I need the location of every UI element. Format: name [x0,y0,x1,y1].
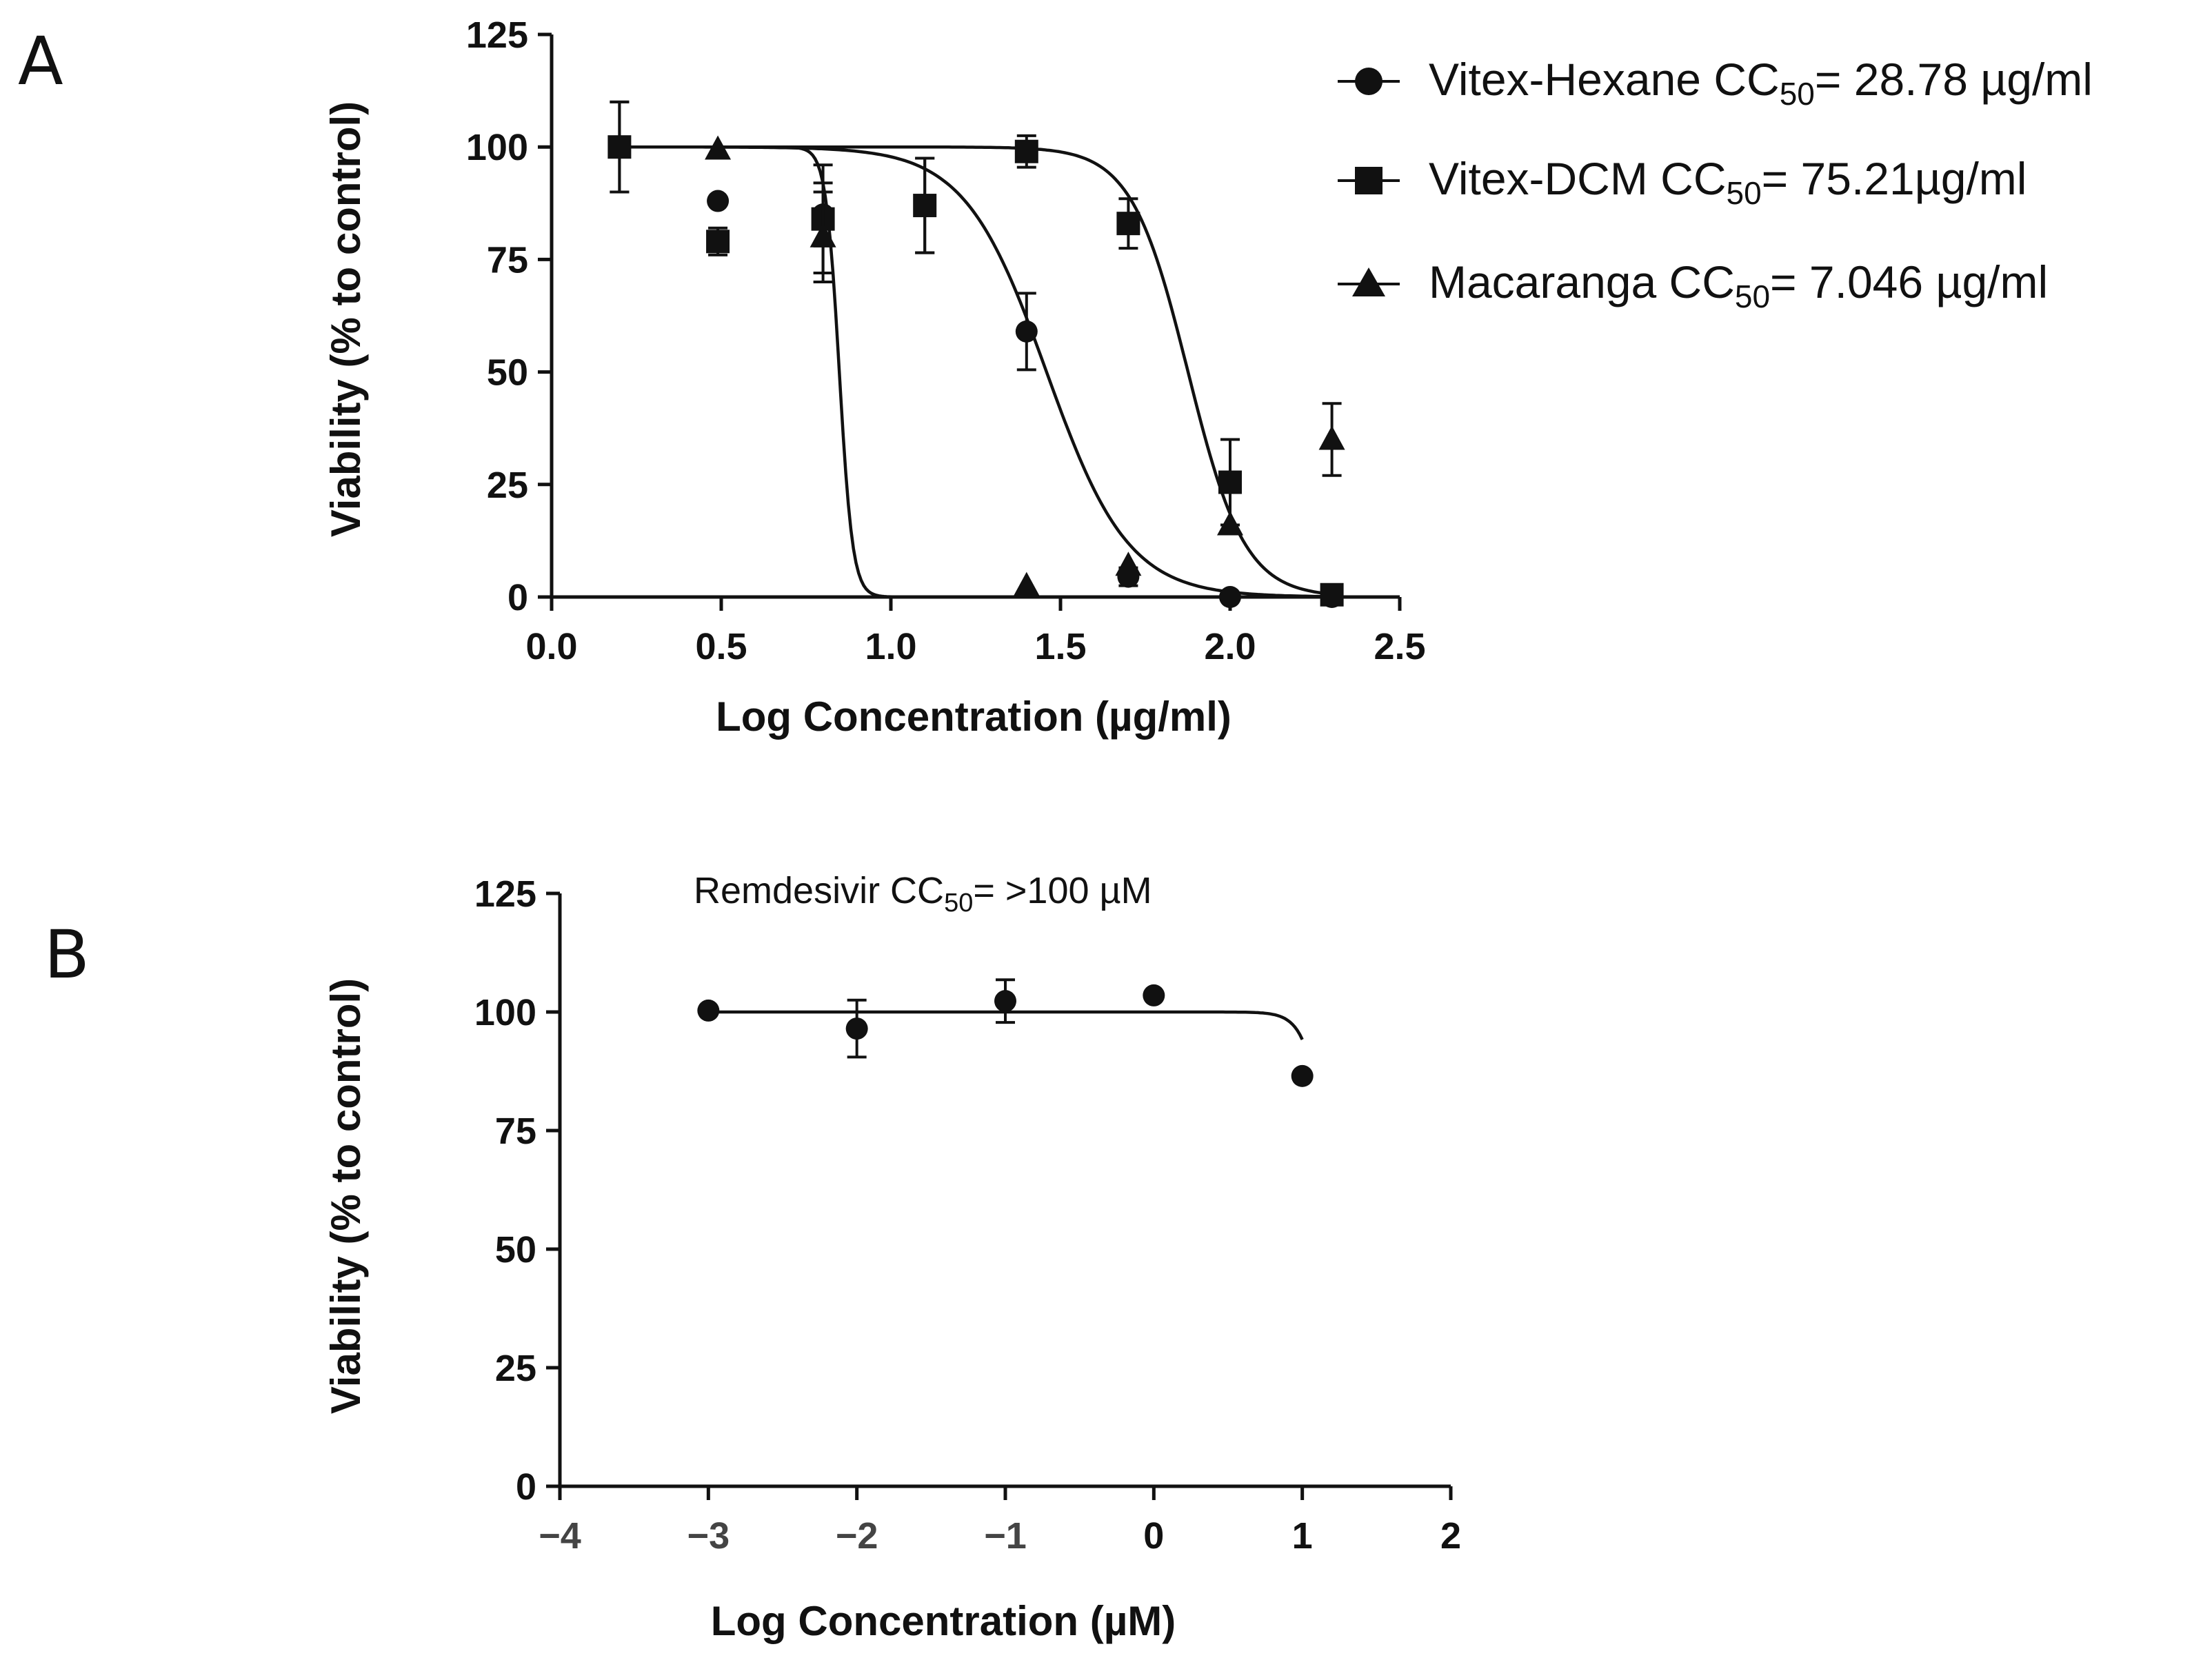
data-point-macaranga [1115,551,1142,576]
data-point-macaranga [705,135,732,160]
x-tick-label: 1 [1292,1515,1313,1557]
panel-b-cc50-annotation: Remdesivir CC50= >100 µM [694,870,1152,918]
panel-a-x-axis-label: Log Concentration (µg/ml) [716,694,1231,740]
data-point-vitex-dcm [607,135,632,159]
x-tick-label: 0.0 [525,626,577,667]
y-tick-label: 125 [466,14,528,56]
y-tick-label: 50 [487,352,528,394]
panel-b-letter: B [44,916,90,993]
data-point-vitex-dcm [1014,139,1038,163]
data-point-macaranga [810,223,836,247]
x-tick-label: −4 [539,1515,581,1557]
data-point-vitex-hexane [707,190,730,212]
panel-a-legend: Vitex-Hexane CC50= 28.78 µg/ml Vitex-DCM… [1338,54,2093,314]
x-tick-label: −2 [836,1515,878,1557]
y-tick-label: 25 [487,465,528,506]
data-point-remdesivir [1143,984,1165,1006]
legend-circle-marker [1355,68,1382,95]
y-tick-label: 0 [507,577,528,618]
x-tick-label: 1.5 [1034,626,1086,667]
x-tick-label: −1 [984,1515,1027,1557]
data-point-remdesivir [845,1018,868,1040]
legend-label-vitex-dcm: Vitex-DCM CC50= 75.21µg/ml [1429,153,2027,211]
y-tick-label: 75 [495,1111,536,1152]
y-tick-label: 0 [516,1466,536,1508]
y-tick-label: 100 [474,992,536,1033]
y-tick-label: 100 [466,127,528,168]
data-point-vitex-dcm [913,194,937,218]
x-tick-label: 1.0 [865,626,916,667]
panel-b-data-points [697,978,1314,1087]
panel-a-x-tick-labels: 0.0 0.5 1.0 1.5 2.0 2.5 [525,626,1425,667]
panel-a-data-points [607,100,1345,608]
panel-b: B 0 25 50 75 100 125 −4 −3 −2 −1 0 1 2 Log Concentr… [44,870,1461,1644]
legend-label-vitex-hexane: Vitex-Hexane CC50= 28.78 µg/ml [1429,54,2093,112]
legend-triangle-marker [1352,267,1385,296]
data-point-vitex-dcm [1116,212,1140,236]
x-tick-label: 0.5 [695,626,747,667]
panel-a-y-axis-label: Viability (% to control) [323,101,369,537]
panel-a-axes [538,32,1402,611]
panel-b-x-axis-label: Log Concentration (µM) [711,1598,1176,1644]
data-point-remdesivir [1291,1064,1314,1087]
legend-entry-macaranga: Macaranga CC50= 7.046 µg/ml [1338,256,2048,314]
data-point-remdesivir [994,990,1016,1013]
panel-b-x-tick-labels: −4 −3 −2 −1 0 1 2 [539,1515,1461,1557]
y-tick-label: 75 [487,239,528,281]
legend-label-macaranga: Macaranga CC50= 7.046 µg/ml [1429,256,2048,314]
legend-entry-vitex-dcm: Vitex-DCM CC50= 75.21µg/ml [1338,153,2027,211]
data-point-vitex-dcm [1320,583,1344,607]
panel-a-y-tick-labels: 0 25 50 75 100 125 [466,14,528,618]
x-tick-label: 2.0 [1204,626,1256,667]
x-tick-label: −3 [687,1515,730,1557]
panel-a-letter: A [18,23,63,100]
panel-b-axes [546,891,1453,1500]
x-tick-label: 2.5 [1374,626,1425,667]
x-tick-label: 0 [1143,1515,1164,1557]
data-point-macaranga [1013,571,1040,596]
y-tick-label: 50 [495,1229,536,1271]
data-point-vitex-hexane [1015,320,1038,343]
data-point-vitex-dcm [1218,470,1242,494]
legend-entry-vitex-hexane: Vitex-Hexane CC50= 28.78 µg/ml [1338,54,2093,112]
x-tick-label: 2 [1440,1515,1461,1557]
data-point-macaranga [1318,425,1345,450]
y-tick-label: 125 [474,873,536,915]
data-point-macaranga [1217,511,1243,536]
data-point-vitex-dcm [706,230,730,254]
y-tick-label: 25 [495,1348,536,1389]
panel-b-y-tick-labels: 0 25 50 75 100 125 [474,873,536,1508]
legend-square-marker [1355,167,1382,194]
panel-a: A 0 25 50 75 100 125 0.0 0.5 1.0 1.5 2.0 2.5 Log C… [18,14,2093,740]
panel-b-y-axis-label: Viability (% to control) [323,978,369,1414]
data-point-remdesivir [697,999,720,1022]
data-point-vitex-hexane [1219,586,1241,608]
